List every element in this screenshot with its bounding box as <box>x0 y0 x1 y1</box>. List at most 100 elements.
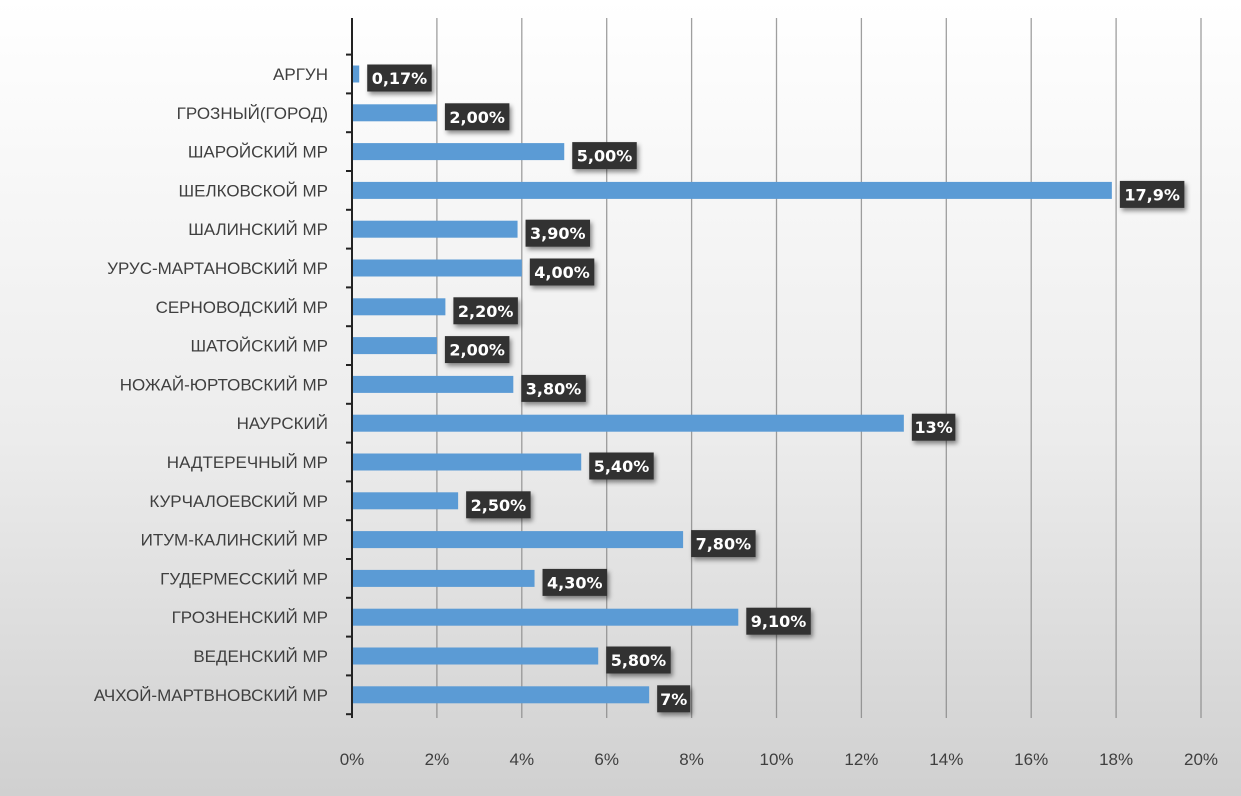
category-label: КУРЧАЛОЕВСКИЙ МР <box>149 492 328 511</box>
data-labels: 0,17% 2,00% 5,00% 17,9% 3,90% 4,00% 2,20% 2,00%… <box>367 64 1185 713</box>
data-label-box <box>529 258 595 286</box>
category-label: АЧХОЙ-МАРТВНОВСКИЙ МР <box>94 686 328 705</box>
data-label: 7,80% <box>691 530 756 558</box>
data-label: 2,50% <box>466 491 531 519</box>
category-label: ГУДЕРМЕССКИЙ МР <box>160 569 328 588</box>
data-label-box <box>746 607 811 635</box>
data-label-box <box>606 646 671 674</box>
gridlines <box>436 18 1202 718</box>
x-tick-label: 18% <box>1099 750 1133 769</box>
bar <box>352 569 535 587</box>
data-label-text: 3,90% <box>530 224 586 243</box>
data-label-text: 7% <box>660 690 687 709</box>
category-labels: АРГУН ГРОЗНЫЙ(ГОРОД) ШАРОЙСКИЙ МР ШЕЛКОВСКО… <box>94 65 328 705</box>
category-label: ГРОЗНЕНСКИЙ МР <box>172 608 328 627</box>
bar <box>352 181 1112 199</box>
data-label-text: 3,80% <box>526 379 582 398</box>
data-label-box <box>453 297 518 325</box>
data-label: 5,80% <box>606 646 671 674</box>
data-label-text: 17,9% <box>1124 185 1180 204</box>
data-label-box <box>911 413 956 441</box>
data-label-box <box>589 452 654 480</box>
bar <box>352 259 522 277</box>
category-label: СЕРНОВОДСКИЙ МР <box>156 298 328 317</box>
x-tick-label: 2% <box>425 750 450 769</box>
category-label: ШАРОЙСКИЙ МР <box>188 143 328 162</box>
bar <box>352 337 437 355</box>
x-tick-label: 6% <box>594 750 619 769</box>
data-label-box <box>657 685 691 713</box>
data-label-text: 13% <box>914 418 952 437</box>
data-label: 4,00% <box>529 258 595 286</box>
data-label-box <box>444 336 510 364</box>
data-label-text: 2,00% <box>449 341 505 360</box>
data-label: 9,10% <box>746 607 811 635</box>
data-label: 2,20% <box>453 297 518 325</box>
data-label-text: 7,80% <box>696 535 752 554</box>
data-label: 2,00% <box>444 103 510 131</box>
bar <box>352 220 518 238</box>
x-tick-label: 20% <box>1184 750 1218 769</box>
bar <box>352 608 739 626</box>
data-label-text: 5,00% <box>577 147 633 166</box>
category-label: АРГУН <box>273 65 328 84</box>
bar <box>352 375 514 393</box>
y-axis <box>346 18 353 718</box>
data-label: 17,9% <box>1119 180 1185 208</box>
data-label-text: 2,20% <box>458 302 514 321</box>
data-label-box <box>1119 180 1185 208</box>
category-label: ВЕДЕНСКИЙ МР <box>193 647 328 666</box>
category-label: НАУРСКИЙ <box>237 414 328 433</box>
bar <box>352 298 446 316</box>
data-label-text: 2,50% <box>471 496 527 515</box>
bar <box>352 143 565 161</box>
bar <box>352 414 904 432</box>
data-label-text: 9,10% <box>751 612 807 631</box>
data-label: 0,17% <box>367 64 432 92</box>
x-tick-label: 10% <box>759 750 793 769</box>
category-label: НАДТЕРЕЧНЫЙ МР <box>167 453 328 472</box>
x-tick-label: 0% <box>340 750 365 769</box>
data-label: 3,80% <box>521 374 586 402</box>
x-tick-labels: 0% 2% 4% 6% 8% 10% 12% 14% 16% 18% 20% <box>340 750 1218 769</box>
data-label-box <box>542 568 608 596</box>
data-label: 4,30% <box>542 568 608 596</box>
data-label-box <box>367 64 432 92</box>
bar <box>352 453 582 471</box>
data-label-box <box>521 374 586 402</box>
x-tick-label: 8% <box>679 750 704 769</box>
data-label-box <box>572 142 637 170</box>
data-label: 7% <box>657 685 691 713</box>
category-label: ГРОЗНЫЙ(ГОРОД) <box>177 104 328 123</box>
category-label: НОЖАЙ-ЮРТОВСКИЙ МР <box>120 375 328 394</box>
data-label: 3,90% <box>525 219 591 247</box>
data-label-box <box>466 491 531 519</box>
data-label-text: 2,00% <box>449 108 505 127</box>
bars <box>352 65 1112 704</box>
bar <box>352 531 684 549</box>
x-tick-label: 4% <box>510 750 535 769</box>
data-label-text: 4,30% <box>547 573 603 592</box>
category-label: ШАТОЙСКИЙ МР <box>191 337 329 356</box>
bar <box>352 492 459 510</box>
data-label: 5,00% <box>572 142 637 170</box>
data-label-text: 4,00% <box>534 263 590 282</box>
bar <box>352 647 599 665</box>
category-label: ШЕЛКОВСКОЙ МР <box>179 181 328 200</box>
category-label: ИТУМ-КАЛИНСКИЙ МР <box>141 531 328 550</box>
x-tick-label: 16% <box>1014 750 1048 769</box>
data-label: 5,40% <box>589 452 654 480</box>
category-label: УРУС-МАРТАНОВСКИЙ МР <box>107 259 328 278</box>
bar <box>352 104 437 122</box>
data-label-box <box>525 219 591 247</box>
x-tick-label: 12% <box>844 750 878 769</box>
data-label-box <box>691 530 756 558</box>
category-label: ШАЛИНСКИЙ МР <box>188 220 328 239</box>
data-label-text: 5,40% <box>594 457 650 476</box>
x-tick-label: 14% <box>929 750 963 769</box>
data-label-box <box>444 103 510 131</box>
data-label: 13% <box>911 413 956 441</box>
data-label: 2,00% <box>444 336 510 364</box>
